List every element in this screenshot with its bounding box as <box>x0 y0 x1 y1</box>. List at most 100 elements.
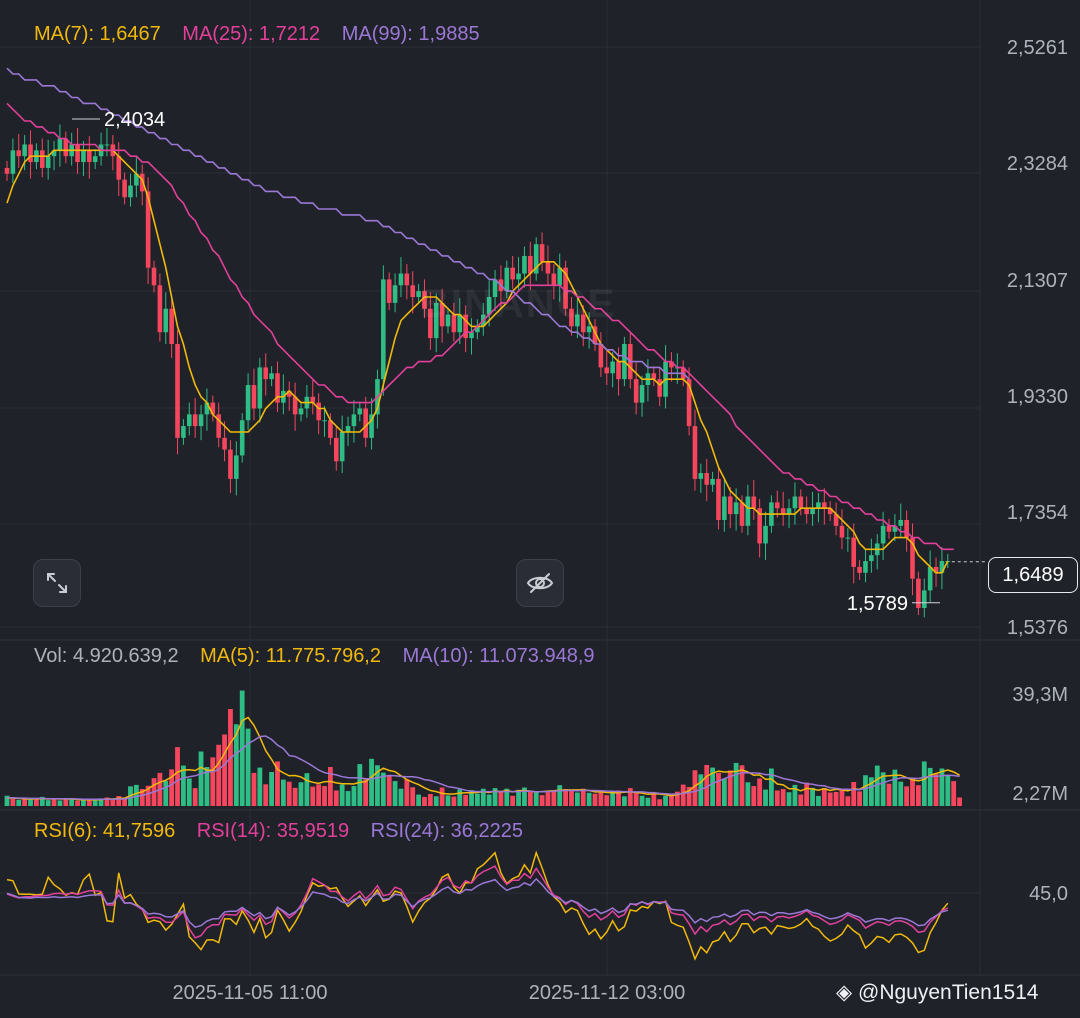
candle-body <box>904 519 909 538</box>
candle-body <box>204 402 210 415</box>
candle-body <box>381 279 386 380</box>
candle-body <box>845 537 851 539</box>
volume-bar <box>451 796 457 806</box>
candle-body <box>580 314 586 333</box>
volume-bar <box>680 784 686 806</box>
candle-body <box>504 267 510 292</box>
candle-body <box>51 150 57 157</box>
volume-bar <box>263 784 269 806</box>
volume-bar <box>957 797 962 806</box>
candle-body <box>28 144 33 163</box>
volume-bar <box>304 773 310 806</box>
candle-body <box>451 314 457 333</box>
candle-body <box>569 308 574 327</box>
candle-body <box>827 508 833 515</box>
volume-bar <box>204 767 210 806</box>
candle-body <box>298 408 304 415</box>
volume-bar <box>433 796 439 806</box>
candle-body <box>22 144 27 157</box>
rsi-legend: RSI(6): 41,7596 RSI(14): 35,9519 RSI(24)… <box>34 820 539 843</box>
candle-body <box>639 385 645 403</box>
volume-bar <box>469 790 474 806</box>
volume-bar <box>480 788 486 806</box>
candle-body <box>851 537 857 567</box>
volume-bar <box>34 798 39 806</box>
candle-body <box>486 297 492 315</box>
candle-body <box>251 385 257 409</box>
candle-body <box>457 314 463 333</box>
volume-bar <box>292 787 298 806</box>
volume-bar <box>669 793 674 806</box>
volume-bar <box>498 791 504 806</box>
eye-off-icon <box>526 573 554 593</box>
volume-bar <box>57 800 63 806</box>
candle-body <box>433 302 439 339</box>
candle-body <box>198 414 204 427</box>
candle-body <box>822 502 827 509</box>
candle-body <box>686 379 692 427</box>
candle-body <box>592 326 598 344</box>
candle-body <box>710 478 715 485</box>
volume-bar <box>727 770 733 806</box>
volume-bar <box>363 779 369 806</box>
volume-bar <box>774 790 780 806</box>
candle-body <box>257 367 263 409</box>
candle-body <box>10 150 16 174</box>
ma25-line <box>6 102 954 551</box>
volume-bar <box>916 785 921 806</box>
candle-body <box>345 426 351 432</box>
candle-body <box>439 302 445 327</box>
candle-body <box>392 285 398 303</box>
candle-body <box>492 279 498 298</box>
candle-body <box>869 555 874 562</box>
candle-body <box>839 525 845 538</box>
chart-grid <box>0 0 1080 976</box>
candle-body <box>428 308 433 339</box>
volume-bar <box>580 788 586 806</box>
volume-bar <box>651 791 657 806</box>
binance-logo-icon: ◈ <box>836 981 853 1004</box>
volume-bar <box>386 774 392 806</box>
volume-bar <box>933 774 939 806</box>
candle-body <box>927 566 933 591</box>
candle-body <box>557 267 563 286</box>
volume-bar <box>569 791 574 806</box>
volume-bar <box>810 787 815 806</box>
volume-bar <box>339 784 345 806</box>
hide-indicators-button[interactable] <box>516 559 564 607</box>
volume-bar <box>674 791 680 806</box>
candle-body <box>757 508 762 544</box>
candle-body <box>422 291 427 309</box>
volume-panel <box>4 690 962 806</box>
volume-bar <box>4 795 10 806</box>
low-marker-label: 1,5789 <box>847 593 908 615</box>
current-price-tag: 1,6489 <box>988 557 1078 593</box>
fullscreen-button[interactable] <box>33 559 81 607</box>
volume-bar <box>75 800 80 806</box>
volume-bar <box>657 799 663 806</box>
volume-bar <box>692 770 698 806</box>
candle-body <box>863 561 868 573</box>
candle-body <box>722 496 727 520</box>
candle-body <box>263 367 269 380</box>
volume-bar <box>686 786 692 806</box>
candle-body <box>751 496 757 509</box>
volume-bar <box>286 781 292 806</box>
price-axis-tick: 2,1307 <box>1007 270 1068 292</box>
candle-body <box>134 173 139 186</box>
candle-body <box>81 150 86 163</box>
candle-body <box>692 426 698 479</box>
volume-bar <box>92 799 98 806</box>
volume-bar <box>439 787 445 806</box>
candle-body <box>163 308 169 333</box>
candle-body <box>316 402 321 421</box>
volume-ma5-line <box>7 716 960 801</box>
volume-bar <box>133 784 139 806</box>
volume-bar <box>910 778 915 806</box>
axis-labels: 2,5261 2,3284 2,1307 1,9330 1,7354 1,5376 39,3… <box>173 37 1068 1004</box>
volume-bar <box>874 765 880 806</box>
candle-body <box>269 373 274 380</box>
candle-body <box>598 343 604 368</box>
candle-body <box>651 373 657 380</box>
volume-bar <box>504 788 510 806</box>
